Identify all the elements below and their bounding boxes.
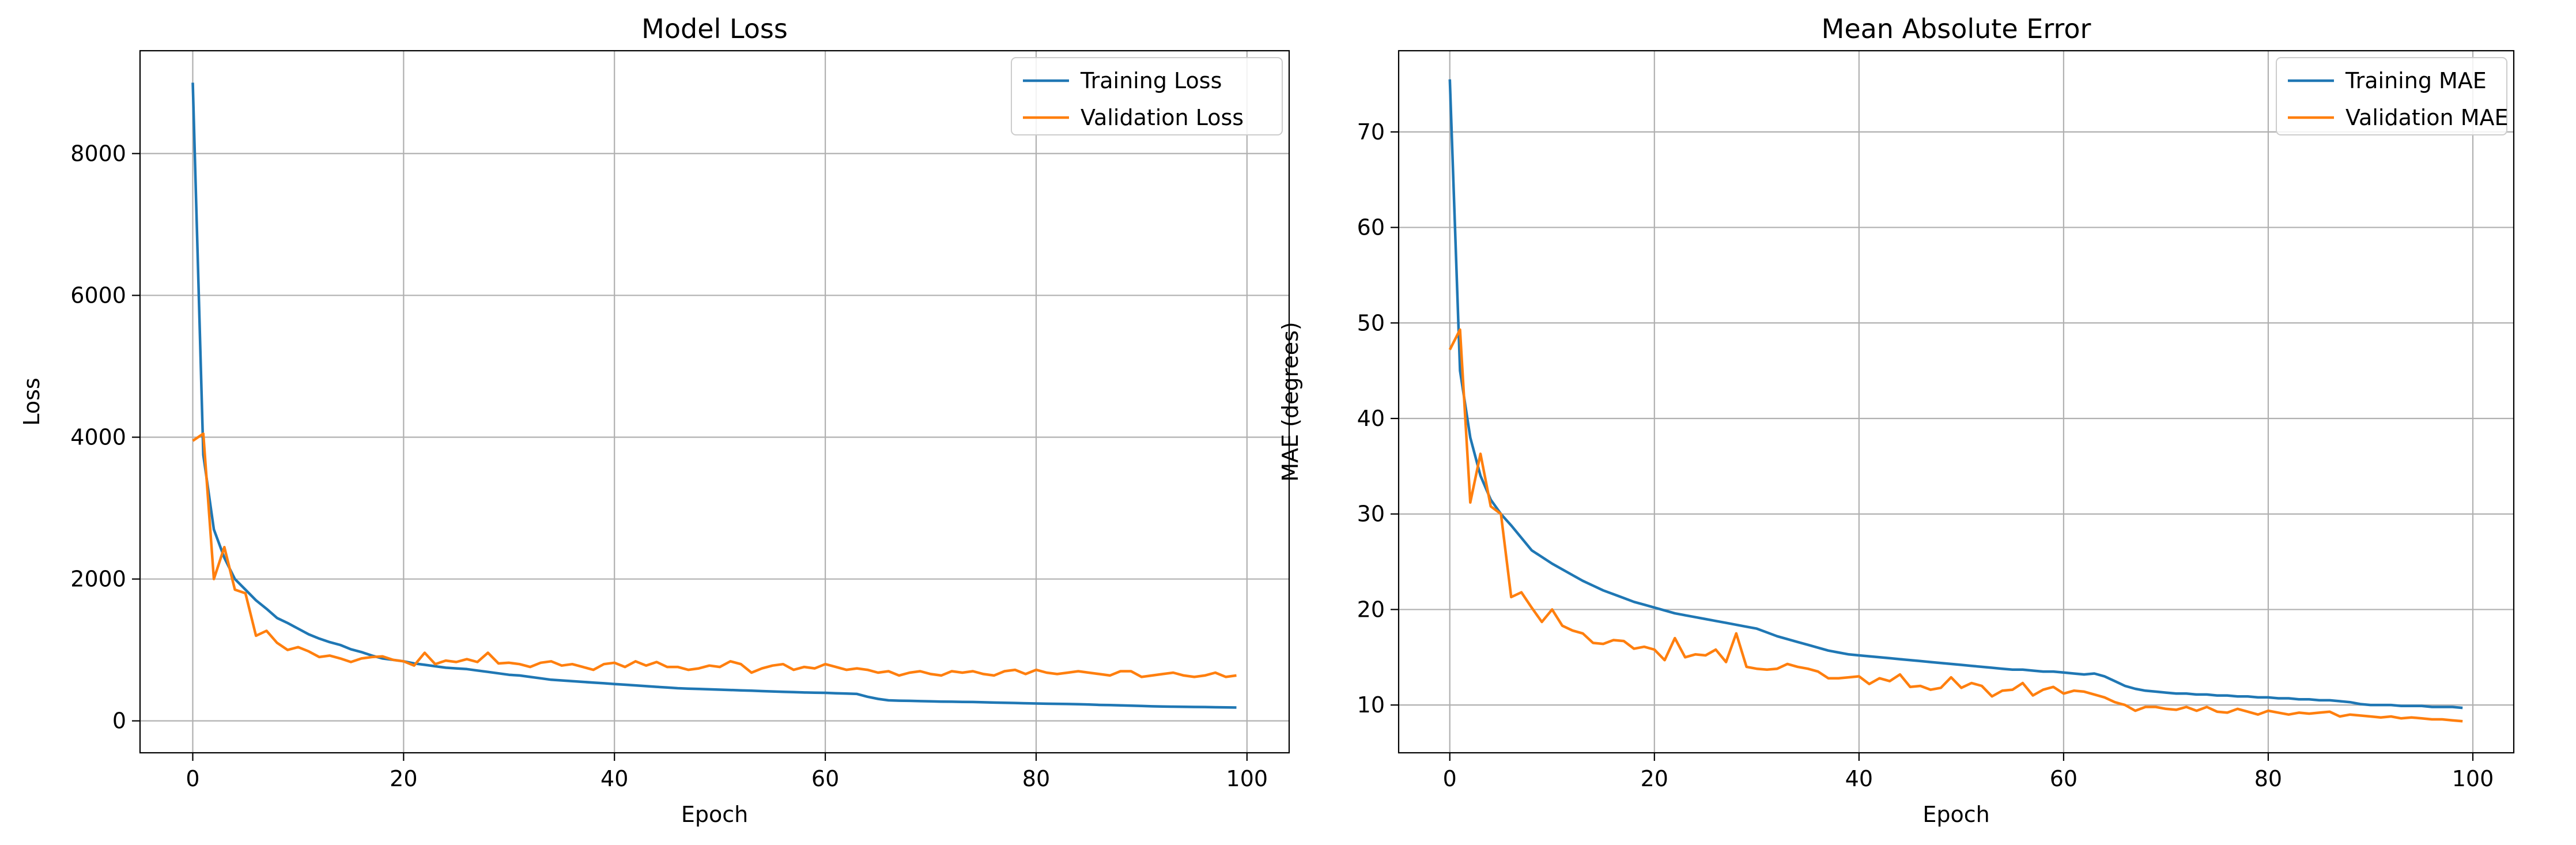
x-tick-label: 0 xyxy=(1443,766,1457,791)
chart-title: Mean Absolute Error xyxy=(1822,13,2091,44)
legend-entry-training-mae: Training MAE xyxy=(2345,68,2487,93)
x-tick-label: 40 xyxy=(600,766,628,791)
x-tick-label: 60 xyxy=(2050,766,2078,791)
series-line-training-mae xyxy=(1448,79,2463,710)
chart-model-loss: 0 20 40 60 80 100 0 2000 4000 6000 8000 Model Loss… xyxy=(19,13,1290,827)
x-axis-label: Epoch xyxy=(681,802,748,827)
x-tick-label: 80 xyxy=(1022,766,1050,791)
axis-ticks: 0 20 40 60 80 100 10 20 30 40 50 60 70 xyxy=(1357,119,2494,791)
x-tick-label: 0 xyxy=(186,766,199,791)
x-axis-label: Epoch xyxy=(1922,802,1989,827)
x-tick-label: 80 xyxy=(2254,766,2282,791)
y-tick-label: 6000 xyxy=(70,282,126,308)
y-tick-label: 4000 xyxy=(70,425,126,450)
y-tick-label: 2000 xyxy=(70,567,126,592)
plot-frame xyxy=(1397,50,2515,754)
x-tick-label: 60 xyxy=(811,766,839,791)
chart-mean-absolute-error: 0 20 40 60 80 100 10 20 30 40 50 60 70 Mean Absolute… xyxy=(1278,13,2515,827)
y-axis-label: Loss xyxy=(19,378,44,425)
plot-frame xyxy=(139,50,1290,754)
y-tick-label: 0 xyxy=(112,708,126,734)
legend-box xyxy=(2276,57,2507,135)
series-line-validation-mae xyxy=(1448,328,2463,723)
legend-entry-training-loss: Training Loss xyxy=(1080,68,1222,93)
x-tick-label: 100 xyxy=(2452,766,2494,791)
y-axis-label: MAE (degrees) xyxy=(1278,322,1303,482)
y-tick-label: 30 xyxy=(1357,501,1385,527)
grid-lines xyxy=(140,51,1289,753)
x-tick-label: 100 xyxy=(1226,766,1268,791)
legend-entry-validation-loss: Validation Loss xyxy=(1081,105,1244,130)
legend: Training MAE Validation MAE xyxy=(2276,57,2509,135)
y-tick-label: 8000 xyxy=(70,141,126,166)
x-tick-label: 20 xyxy=(390,766,417,791)
y-tick-label: 40 xyxy=(1357,406,1385,431)
y-tick-label: 70 xyxy=(1357,119,1385,145)
y-tick-label: 50 xyxy=(1357,310,1385,335)
series-lines xyxy=(191,82,1237,709)
y-tick-label: 60 xyxy=(1357,215,1385,240)
series-line-training-loss xyxy=(191,82,1237,709)
series-line-validation-loss xyxy=(192,432,1237,678)
x-tick-label: 20 xyxy=(1641,766,1668,791)
legend-entry-validation-mae: Validation MAE xyxy=(2345,105,2509,130)
axis-ticks: 0 20 40 60 80 100 0 2000 4000 6000 8000 xyxy=(70,141,1268,791)
legend: Training Loss Validation Loss xyxy=(1011,57,1283,135)
chart-title: Model Loss xyxy=(641,13,788,44)
x-tick-label: 40 xyxy=(1845,766,1873,791)
legend-box xyxy=(1011,57,1283,135)
series-lines xyxy=(1448,79,2463,723)
y-tick-label: 20 xyxy=(1357,597,1385,622)
grid-lines xyxy=(1399,51,2514,753)
y-tick-label: 10 xyxy=(1357,692,1385,718)
